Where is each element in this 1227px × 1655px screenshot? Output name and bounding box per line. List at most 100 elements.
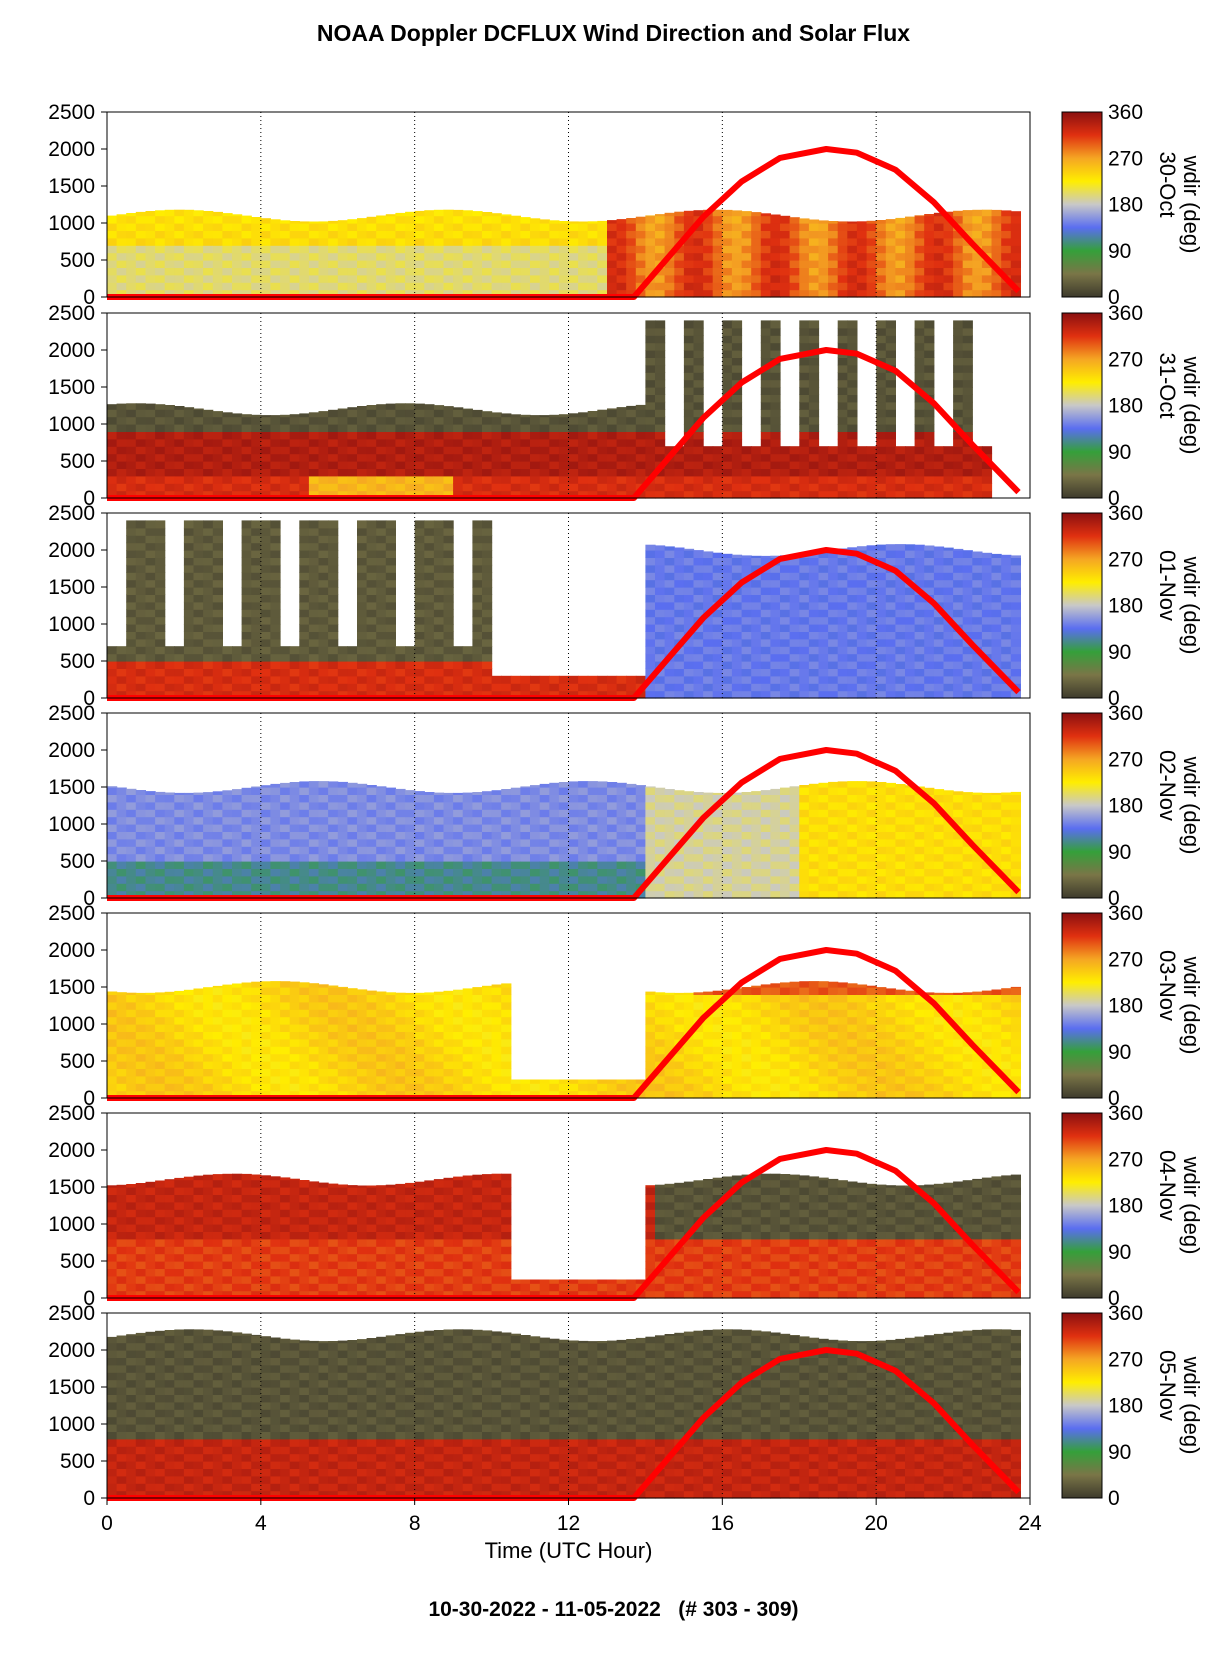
heatmap-cell [405,794,416,803]
heatmap-cell [991,245,1002,254]
heatmap-cell [828,587,839,595]
heatmap-cell [155,210,166,217]
heatmap-cell [414,661,425,669]
heatmap-cell [366,267,377,276]
heatmap-cell [482,824,493,832]
heatmap-cell [808,453,820,462]
heatmap-cell [568,260,579,268]
heatmap-cell [722,372,733,381]
heatmap-cell [568,801,579,810]
heatmap-cell [578,853,589,862]
heatmap-cell [770,601,781,610]
heatmap-cell [337,260,348,268]
heatmap-cell [655,350,666,358]
heatmap-cell [837,483,848,492]
heatmap-cell [510,289,521,298]
heatmap-cell [578,267,589,276]
heatmap-cell [145,601,156,610]
heatmap-cell [337,683,348,692]
heatmap-cell [318,638,329,647]
heatmap-cell [472,846,483,855]
heatmap-cell [703,490,714,499]
heatmap-cell [712,453,723,462]
heatmap-cell [501,890,512,899]
heatmap-cell [501,809,512,818]
heatmap-cell [433,838,445,847]
heatmap-cell [712,594,723,603]
heatmap-cell [203,831,214,840]
heatmap-cell [645,490,656,499]
heatmap-cell [683,446,695,455]
heatmap-cell [222,483,233,492]
heatmap-cell [453,424,464,432]
heatmap-cell [924,475,935,484]
heatmap-cell [241,594,252,603]
y-tick-label: 1000 [48,212,95,235]
heatmap-cell [212,461,223,469]
heatmap-cell [924,342,935,351]
heatmap-cell [222,868,233,877]
heatmap-cell [856,245,868,254]
heatmap-cell [751,215,762,224]
heatmap-cell [741,601,752,610]
heatmap-cell [683,646,695,655]
heatmap-cell [280,883,291,892]
heatmap-cell [414,564,425,573]
heatmap-cell [482,520,493,529]
heatmap-cell [126,490,137,499]
heatmap-cell [866,653,877,662]
heatmap-cell [808,289,820,298]
heatmap-cell [328,668,339,677]
heatmap-cell [885,387,896,395]
heatmap-cell [895,564,906,573]
heatmap-cell [837,631,848,640]
heatmap-cell [645,601,656,610]
heatmap-cell [578,223,589,231]
heatmap-cell [578,690,589,699]
heatmap-cell [308,646,320,655]
heatmap-cell [501,675,512,684]
heatmap-cell [924,252,935,261]
heatmap-cell [212,468,223,477]
heatmap-cell [501,267,512,276]
heatmap-cell [347,407,358,410]
heatmap-cell [491,816,502,825]
heatmap-cell [308,260,320,268]
heatmap-cell [856,274,868,283]
heatmap-cell [712,868,723,877]
heatmap-cell [357,653,368,662]
heatmap-cell [520,237,531,246]
heatmap-cell [683,838,695,847]
heatmap-cell [376,557,387,566]
heatmap-cell [289,787,300,795]
heatmap-cell [587,861,598,869]
heatmap-cell [376,594,387,603]
heatmap-cell [683,846,695,855]
heatmap-cell [539,675,550,684]
heatmap-cell [135,483,146,492]
heatmap-cell [981,646,993,655]
heatmap-cell [328,853,339,862]
heatmap-cell [212,638,223,647]
heatmap-cell [385,475,396,484]
heatmap-cell [337,438,348,447]
heatmap-cell [116,274,127,283]
heatmap-cell [780,237,791,246]
heatmap-cell [328,875,339,884]
heatmap-cell [443,215,454,224]
heatmap-cell [222,690,233,699]
heatmap-cell [770,327,781,336]
heatmap-cell [741,683,752,692]
heatmap-cell [126,475,137,484]
heatmap-cell [145,490,156,499]
heatmap-cell [914,416,925,425]
heatmap-cell [395,424,406,432]
heatmap-cell [520,431,531,440]
heatmap-cell [770,260,781,268]
heatmap-cell [385,550,396,558]
heatmap-cell [155,853,166,862]
heatmap-cell [818,245,829,254]
heatmap-cell [462,274,473,283]
heatmap-cell [626,675,637,684]
heatmap-cell [674,252,685,261]
